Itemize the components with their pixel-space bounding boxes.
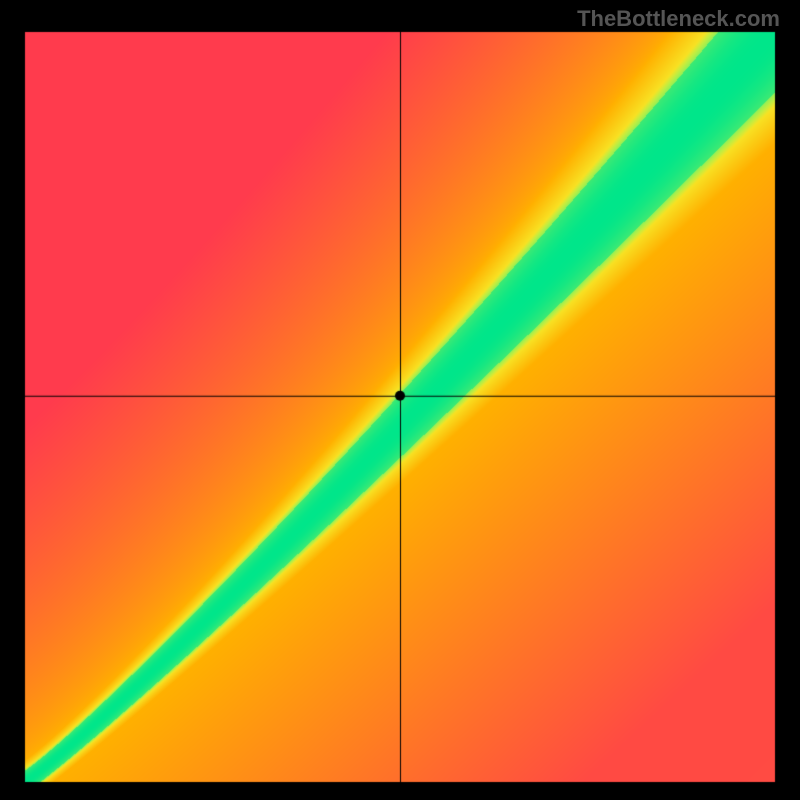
bottleneck-heatmap [0, 0, 800, 800]
watermark-text: TheBottleneck.com [577, 6, 780, 32]
